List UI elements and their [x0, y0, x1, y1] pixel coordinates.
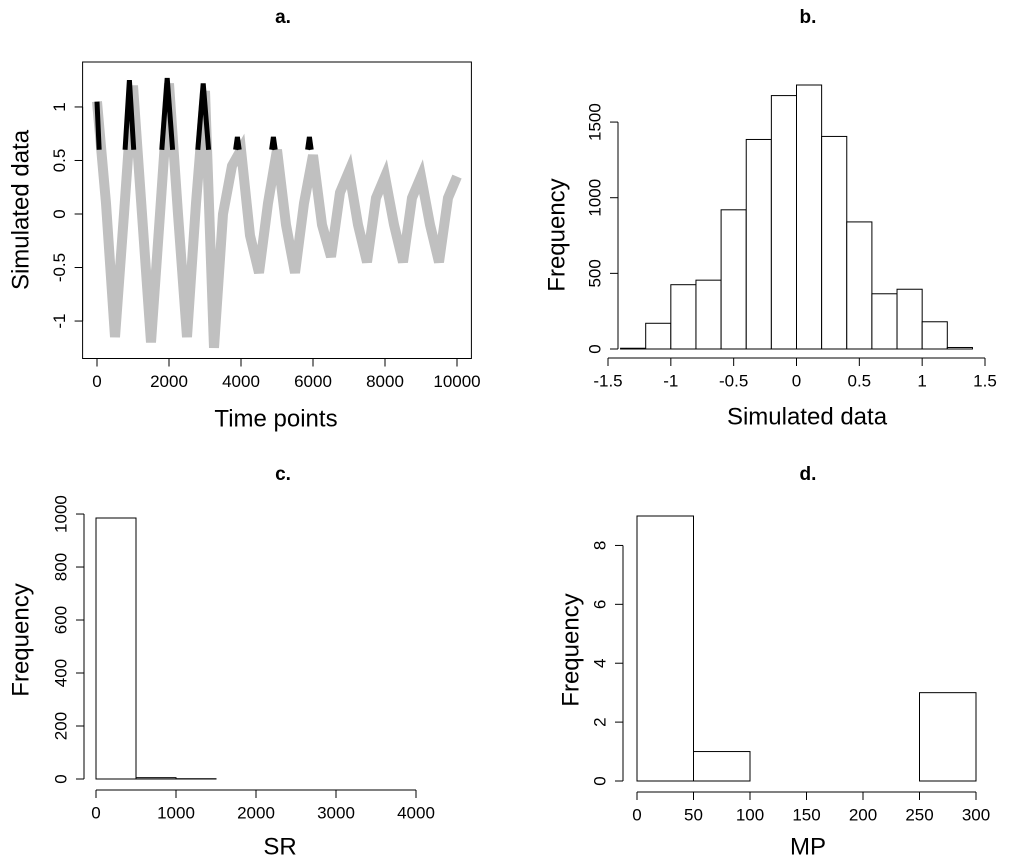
histogram-bar: [695, 279, 722, 350]
histogram-bar: [95, 517, 137, 780]
x-tick-label: -0.5: [719, 371, 748, 390]
x-tick-label: 1000: [157, 803, 195, 822]
y-axis-title: Frequency: [543, 178, 570, 291]
x-tick-label: 1: [917, 371, 926, 390]
x-tick-label: 4000: [222, 372, 260, 391]
histogram-bar: [946, 346, 973, 350]
data-line: [92, 83, 462, 349]
x-tick-label: 200: [849, 805, 877, 824]
x-axis-title: SR: [263, 833, 296, 860]
histogram-bar: [871, 293, 898, 350]
y-tick-label: 1: [50, 102, 69, 111]
x-tick-label: 10000: [433, 372, 480, 391]
histogram-bar: [720, 209, 747, 350]
panel-title: c.: [275, 464, 291, 485]
y-tick-label: 2: [590, 717, 609, 726]
histogram-bar: [821, 135, 848, 350]
histogram-bar: [896, 288, 923, 350]
x-tick-label: -1.5: [593, 371, 622, 390]
y-axis-title: Frequency: [7, 583, 34, 696]
panel-title: d.: [800, 464, 817, 485]
y-tick-label: 4: [590, 658, 609, 667]
panel-title: a.: [275, 7, 291, 28]
x-tick-label: 250: [905, 805, 933, 824]
x-axis-title: MP: [790, 833, 826, 860]
histogram-bar: [770, 95, 797, 350]
x-tick-label: 4000: [397, 803, 435, 822]
histogram-bar: [645, 322, 672, 350]
y-tick-label: 200: [51, 712, 70, 740]
x-tick-label: 2000: [150, 372, 188, 391]
y-tick-label: -0.5: [50, 253, 69, 282]
histogram-bar: [636, 515, 694, 782]
histogram-bar: [919, 692, 977, 782]
x-axis-title: Time points: [214, 405, 337, 432]
x-tick-label: 100: [736, 805, 764, 824]
y-tick-label: 6: [590, 600, 609, 609]
x-tick-label: 50: [684, 805, 703, 824]
y-tick-label: 1000: [585, 179, 604, 217]
x-tick-label: 0: [632, 805, 641, 824]
y-tick-label: 500: [585, 259, 604, 287]
x-tick-label: 6000: [294, 372, 332, 391]
y-tick-label: 400: [51, 659, 70, 687]
x-tick-label: 300: [962, 805, 990, 824]
y-tick-label: 0: [585, 344, 604, 353]
histogram-bar: [135, 777, 177, 780]
x-tick-label: 0.5: [848, 371, 872, 390]
y-tick-label: 0: [51, 774, 70, 783]
y-tick-label: 0: [590, 776, 609, 785]
x-tick-label: 3000: [317, 803, 355, 822]
y-tick-label: 0.5: [50, 149, 69, 173]
x-tick-label: 8000: [366, 372, 404, 391]
y-tick-label: 8: [590, 541, 609, 550]
y-tick-label: 0: [50, 209, 69, 218]
y-axis-title: Simulated data: [7, 129, 34, 290]
y-tick-label: -1: [50, 313, 69, 328]
x-tick-label: 0: [792, 371, 801, 390]
panel-title: b.: [800, 7, 817, 28]
y-tick-label: 600: [51, 606, 70, 634]
x-tick-label: 0: [91, 803, 100, 822]
histogram-bar: [693, 751, 751, 782]
x-tick-label: 0: [92, 372, 101, 391]
y-axis-title: Frequency: [557, 593, 584, 706]
histogram-bar: [796, 84, 823, 350]
histogram-bar: [921, 321, 948, 350]
histogram-bar: [846, 221, 873, 350]
histogram-bar: [745, 138, 772, 350]
histogram-bar: [670, 284, 697, 350]
x-tick-label: 2000: [237, 803, 275, 822]
y-tick-label: 1500: [585, 103, 604, 141]
x-tick-label: 1.5: [973, 371, 997, 390]
x-tick-label: 150: [792, 805, 820, 824]
x-axis-title: Simulated data: [727, 403, 888, 430]
y-tick-label: 1000: [51, 495, 70, 533]
x-tick-label: -1: [663, 371, 678, 390]
data-line: [94, 77, 314, 151]
y-tick-label: 800: [51, 553, 70, 581]
histogram-bar: [620, 347, 647, 350]
